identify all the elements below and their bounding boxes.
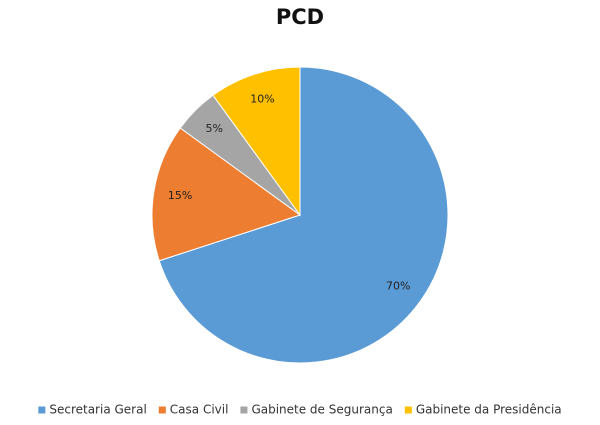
legend-label-gabinete-da-presidencia: Gabinete da Presidência (416, 403, 562, 417)
pie-slice-secretaria-geral (158, 66, 449, 364)
legend-swatch-casa-civil (158, 406, 166, 414)
legend-swatch-gabinete-de-seguranca (240, 406, 248, 414)
legend-item-casa-civil: Casa Civil (158, 403, 229, 417)
chart-title: PCD (276, 5, 324, 29)
pie-slices (151, 66, 449, 364)
slice-labels: 70% 15% 5% 10% (168, 93, 411, 293)
slice-label-secretaria-geral: 70% (386, 279, 410, 292)
legend-label-secretaria-geral: Secretaria Geral (49, 403, 146, 417)
slice-label-casa-civil: 15% (168, 189, 192, 202)
legend-item-secretaria-geral: Secretaria Geral (38, 403, 147, 417)
legend-swatch-gabinete-da-presidencia (404, 406, 412, 414)
legend-label-gabinete-de-seguranca: Gabinete de Segurança (251, 403, 392, 417)
legend-item-gabinete-da-presidencia: Gabinete da Presidência (404, 403, 562, 417)
legend: Secretaria Geral Casa Civil Gabinete de Se… (38, 403, 562, 417)
pie-slice-gabinete-da-presidencia (212, 66, 301, 217)
legend-label-casa-civil: Casa Civil (170, 403, 229, 417)
pie-slice-casa-civil (151, 127, 302, 262)
slice-label-gabinete-da-presidencia: 10% (250, 93, 274, 106)
slice-label-gabinete-de-seguranca: 5% (205, 122, 222, 135)
legend-swatch-secretaria-geral (38, 406, 46, 414)
legend-item-gabinete-de-seguranca: Gabinete de Segurança (240, 403, 393, 417)
